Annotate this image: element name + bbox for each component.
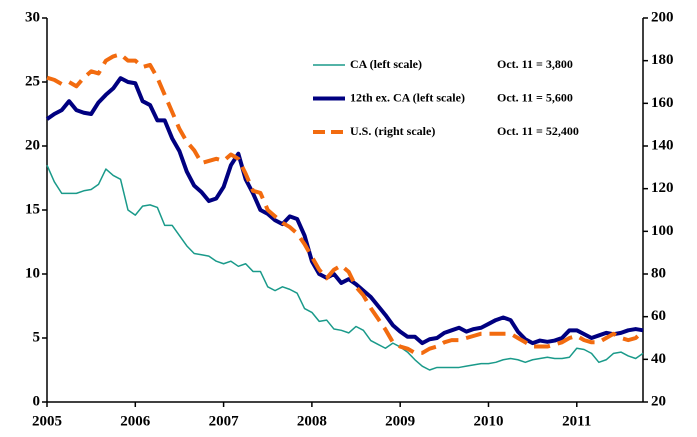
annotation: Oct. 11 = 3,800 [497,57,573,71]
y-tick-label: 5 [33,329,41,345]
series-line [46,52,645,355]
legend-label: 12th ex. CA (left scale) [350,90,465,104]
x-tick-label: 2008 [297,413,327,429]
y2-tick-label: 80 [651,265,666,281]
annotation: Oct. 11 = 5,600 [497,90,573,104]
x-tick-label: 2009 [385,413,415,429]
y2-tick-label: 40 [651,351,666,367]
series-line [46,164,644,371]
y2-tick-label: 180 [651,52,674,68]
y-tick-label: 10 [25,265,40,281]
y2-tick-label: 60 [651,308,666,324]
y2-tick-label: 160 [651,95,674,111]
y2-tick-label: 20 [651,393,666,409]
x-tick-label: 2006 [120,413,151,429]
y-tick-label: 30 [25,9,40,25]
series-line [45,76,644,346]
x-tick-label: 2007 [209,413,240,429]
y-tick-label: 15 [25,201,40,217]
x-tick-label: 2005 [32,413,62,429]
x-tick-label: 2011 [562,413,591,429]
y2-tick-label: 120 [651,180,674,196]
legend-label: U.S. (right scale) [350,124,435,138]
y2-tick-label: 140 [651,137,674,153]
y-tick-label: 20 [25,137,40,153]
x-tick-label: 2010 [473,413,503,429]
legend-label: CA (left scale) [350,57,422,71]
y2-tick-label: 100 [651,223,674,239]
y2-tick-label: 200 [651,9,674,25]
y-tick-label: 0 [33,393,41,409]
annotation: Oct. 11 = 52,400 [497,124,579,138]
y-tick-label: 25 [25,73,40,89]
